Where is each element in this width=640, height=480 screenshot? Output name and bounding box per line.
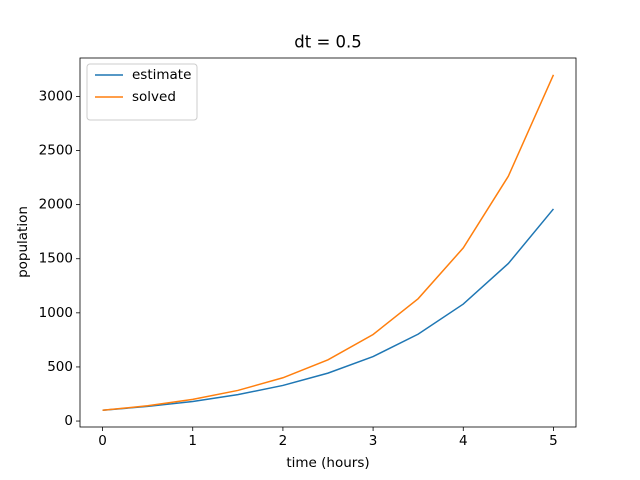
legend-box — [86, 63, 198, 121]
x-tick-label: 1 — [188, 433, 197, 449]
line-series — [102, 74, 555, 411]
line-series — [102, 208, 555, 411]
x-tick-label: 2 — [279, 433, 288, 449]
y-tick-label: 2500 — [39, 143, 73, 159]
legend-label: estimate — [132, 67, 191, 83]
y-tick-label: 500 — [47, 359, 73, 375]
y-tick-label: 0 — [64, 413, 73, 429]
plot-frame — [79, 57, 577, 428]
y-tick-label: 2000 — [39, 197, 73, 213]
y-tick-label: 1000 — [39, 305, 73, 321]
x-axis-label: time (hours) — [286, 455, 369, 471]
y-tick-label: 1500 — [39, 251, 73, 267]
x-tick-label: 0 — [98, 433, 107, 449]
x-tick-label: 5 — [549, 433, 558, 449]
x-tick-label: 3 — [369, 433, 378, 449]
y-tick-label: 3000 — [39, 88, 73, 104]
y-axis-label: population — [15, 206, 31, 278]
legend-label: solved — [132, 89, 176, 105]
chart-title: dt = 0.5 — [294, 33, 362, 52]
x-tick-label: 4 — [459, 433, 468, 449]
